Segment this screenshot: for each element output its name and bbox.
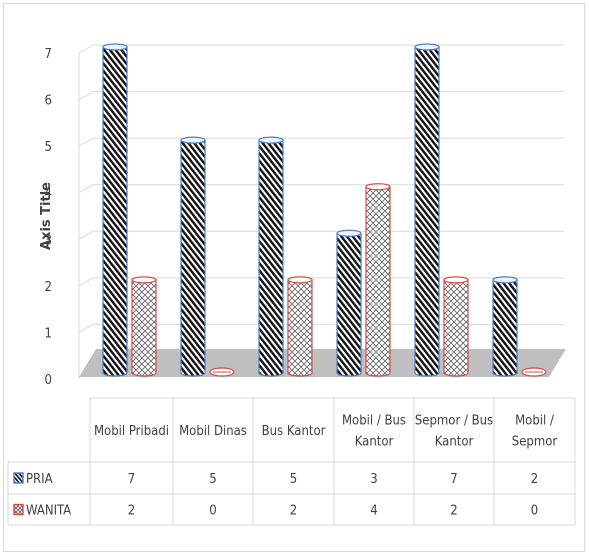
bar-top	[287, 276, 313, 284]
y-tick-label: 4	[45, 187, 52, 202]
bar-top	[102, 43, 128, 51]
bar-pria	[102, 43, 128, 377]
gridlines	[78, 44, 564, 379]
bar-pria	[258, 136, 284, 377]
bar-body	[131, 279, 157, 377]
bar-top	[131, 276, 157, 284]
table-value: 2	[290, 504, 297, 519]
y-tick-label: 0	[45, 373, 52, 388]
bar-wanita	[131, 276, 157, 377]
bar-top	[336, 229, 362, 237]
bar-body	[336, 232, 362, 377]
table-value: 3	[370, 472, 377, 487]
bar-pria	[414, 43, 440, 377]
series-name: PRIA	[26, 472, 53, 487]
chart-svg: 0 1 2 3 4 5 6 7 Axis Title Mobil Pribadi Mobil D…	[7, 43, 576, 526]
category-label: Mobil Dinas	[179, 424, 247, 439]
legend-swatch	[13, 503, 24, 516]
table-value: 5	[290, 472, 297, 487]
category-label: Kantor	[355, 435, 394, 450]
y-tick-labels: 0 1 2 3 4 5 6 7	[45, 47, 52, 388]
bar-body	[492, 279, 518, 377]
bar-body	[287, 279, 313, 377]
bar-body	[365, 186, 391, 377]
category-label: Mobil Pribadi	[94, 424, 169, 439]
table-value: 7	[450, 472, 457, 487]
gridline-depth	[78, 184, 94, 194]
series-name: WANITA	[26, 504, 71, 519]
bar-body	[258, 139, 284, 377]
table-value: 0	[531, 504, 538, 519]
gridline-depth	[78, 323, 94, 333]
bar-top	[365, 183, 391, 191]
table-value: 7	[128, 472, 135, 487]
category-label: Bus Kantor	[262, 424, 326, 439]
bar-top	[258, 136, 284, 144]
legend-key-pria	[13, 472, 24, 484]
table-value: 2	[128, 504, 135, 519]
table-value: 4	[370, 504, 377, 519]
bar-wanita	[209, 367, 235, 377]
legend-swatch	[13, 472, 24, 484]
gridline-depth	[78, 277, 94, 287]
category-label: Sepmor / Bus	[415, 414, 493, 429]
bar-body	[102, 46, 128, 377]
bar-pria	[180, 136, 206, 377]
bar-pria	[336, 229, 362, 377]
data-table: Mobil Pribadi Mobil Dinas Bus Kantor Mobil …	[7, 397, 576, 526]
category-label: Mobil / Bus	[342, 414, 406, 429]
bar-top	[443, 276, 469, 284]
bar-top	[414, 43, 440, 51]
table-value: 2	[531, 472, 538, 487]
category-label: Mobil /	[515, 414, 554, 429]
bar-body	[443, 279, 469, 377]
bar-body	[414, 46, 440, 377]
category-label: Kantor	[435, 435, 474, 450]
category-label: Sepmor	[512, 435, 558, 450]
bar-top	[180, 136, 206, 144]
y-tick-label: 1	[45, 326, 52, 341]
gridline-depth	[78, 91, 94, 101]
y-tick-label: 7	[45, 47, 52, 62]
bars	[102, 43, 547, 377]
legend-key-wanita	[13, 503, 24, 516]
bar-wanita	[365, 183, 391, 377]
bar-body	[180, 139, 206, 377]
y-tick-label: 3	[45, 233, 52, 248]
table-value: 0	[209, 504, 216, 519]
bar-wanita	[443, 276, 469, 377]
chart-frame: 0 1 2 3 4 5 6 7 Axis Title Mobil Pribadi Mobil D…	[3, 3, 585, 552]
bar-pria	[492, 276, 518, 377]
bar-top	[492, 276, 518, 284]
gridline-depth	[78, 44, 94, 54]
bar-wanita	[287, 276, 313, 377]
gridline-depth	[78, 137, 94, 147]
table-value: 2	[450, 504, 457, 519]
y-tick-label: 5	[45, 140, 52, 155]
y-tick-label: 6	[45, 94, 52, 109]
y-axis-title: Axis Title	[39, 182, 54, 250]
table-value: 5	[209, 472, 216, 487]
y-tick-label: 2	[45, 280, 52, 295]
gridline-depth	[78, 230, 94, 240]
bar-wanita	[521, 367, 547, 377]
